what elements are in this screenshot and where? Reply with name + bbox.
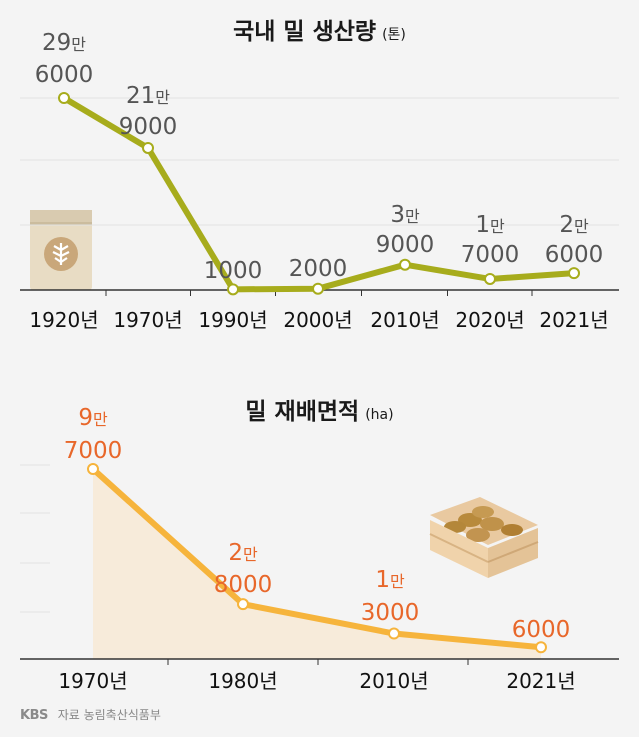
chart2-x-tick-label: 1970년: [58, 669, 127, 693]
chart1-point: [568, 267, 580, 280]
chart1-x-tick-label: 1990년: [198, 308, 267, 332]
chart2-x-tick-label: 2021년: [506, 669, 575, 693]
flour-bag-icon: [30, 210, 92, 290]
chart1-data-label: 6000: [545, 242, 604, 268]
chart1-x-tick-label: 1970년: [113, 308, 182, 332]
chart2-data-label-top: 1만: [375, 567, 405, 593]
chart1-x-tick-label: 2020년: [455, 308, 524, 332]
chart1-data-label: 9000: [119, 114, 178, 140]
kbs-logo: KBS: [20, 708, 48, 723]
chart1-title-text: 국내 밀 생산량: [233, 19, 377, 45]
chart1-data-label: 1000: [204, 258, 263, 284]
chart1-data-label: 6000: [35, 62, 94, 88]
chart2-title-text: 밀 재배면적: [245, 399, 360, 425]
source-text: 자료 농림축산식품부: [57, 708, 161, 722]
chart1-point: [58, 92, 70, 104]
chart2-data-label: 8000: [214, 572, 273, 598]
chart1-point: [484, 272, 496, 285]
chart1-data-label-top: 3만: [390, 202, 420, 228]
chart2-unit: (ha): [365, 407, 394, 423]
chart1-data-label-top: 1만: [475, 212, 505, 238]
chart2-data-label: 3000: [361, 600, 420, 626]
chart1-data-label: 7000: [461, 242, 520, 268]
footer: KBS 자료 농림축산식품부: [20, 706, 161, 723]
chart1-x-tick-label: 2021년: [539, 308, 608, 332]
chart1-data-label-top: 29만: [42, 30, 86, 56]
chart2-data-label-top: 9만: [78, 405, 108, 431]
chart1-unit: (톤): [382, 27, 406, 43]
chart2-data-label: 6000: [512, 617, 571, 643]
chart2-x-tick-label: 2010년: [359, 669, 428, 693]
chart1-data-label-top: 2만: [559, 212, 589, 238]
chart1-x-tick-label: 1920년: [29, 308, 98, 332]
chart1-point: [227, 283, 239, 296]
chart2-data-label-top: 2만: [228, 540, 258, 566]
chart2-x-tick-label: 1980년: [208, 669, 277, 693]
chart1-x-tick-label: 2010년: [370, 308, 439, 332]
chart2-point: [87, 463, 99, 475]
chart2-area-fill: [93, 469, 541, 659]
chart2-series-line: [90, 466, 544, 651]
chart1-title: 국내 밀 생산량 (톤): [0, 12, 639, 46]
chart1-x-tick-label: 2000년: [283, 308, 352, 332]
chart2-title: 밀 재배면적 (ha): [0, 392, 639, 426]
chart1-data-label-top: 21만: [126, 83, 170, 109]
chart1-point: [312, 282, 324, 295]
chart2-data-label: 7000: [64, 438, 123, 464]
chart1-data-label: 2000: [289, 256, 348, 282]
crate-icon: [429, 497, 539, 578]
chart2-point: [535, 641, 547, 654]
chart1-point: [399, 258, 411, 271]
chart1-point: [142, 141, 154, 154]
chart2-point: [237, 598, 249, 611]
chart1-data-label: 9000: [376, 232, 435, 258]
chart2-point: [388, 627, 400, 640]
